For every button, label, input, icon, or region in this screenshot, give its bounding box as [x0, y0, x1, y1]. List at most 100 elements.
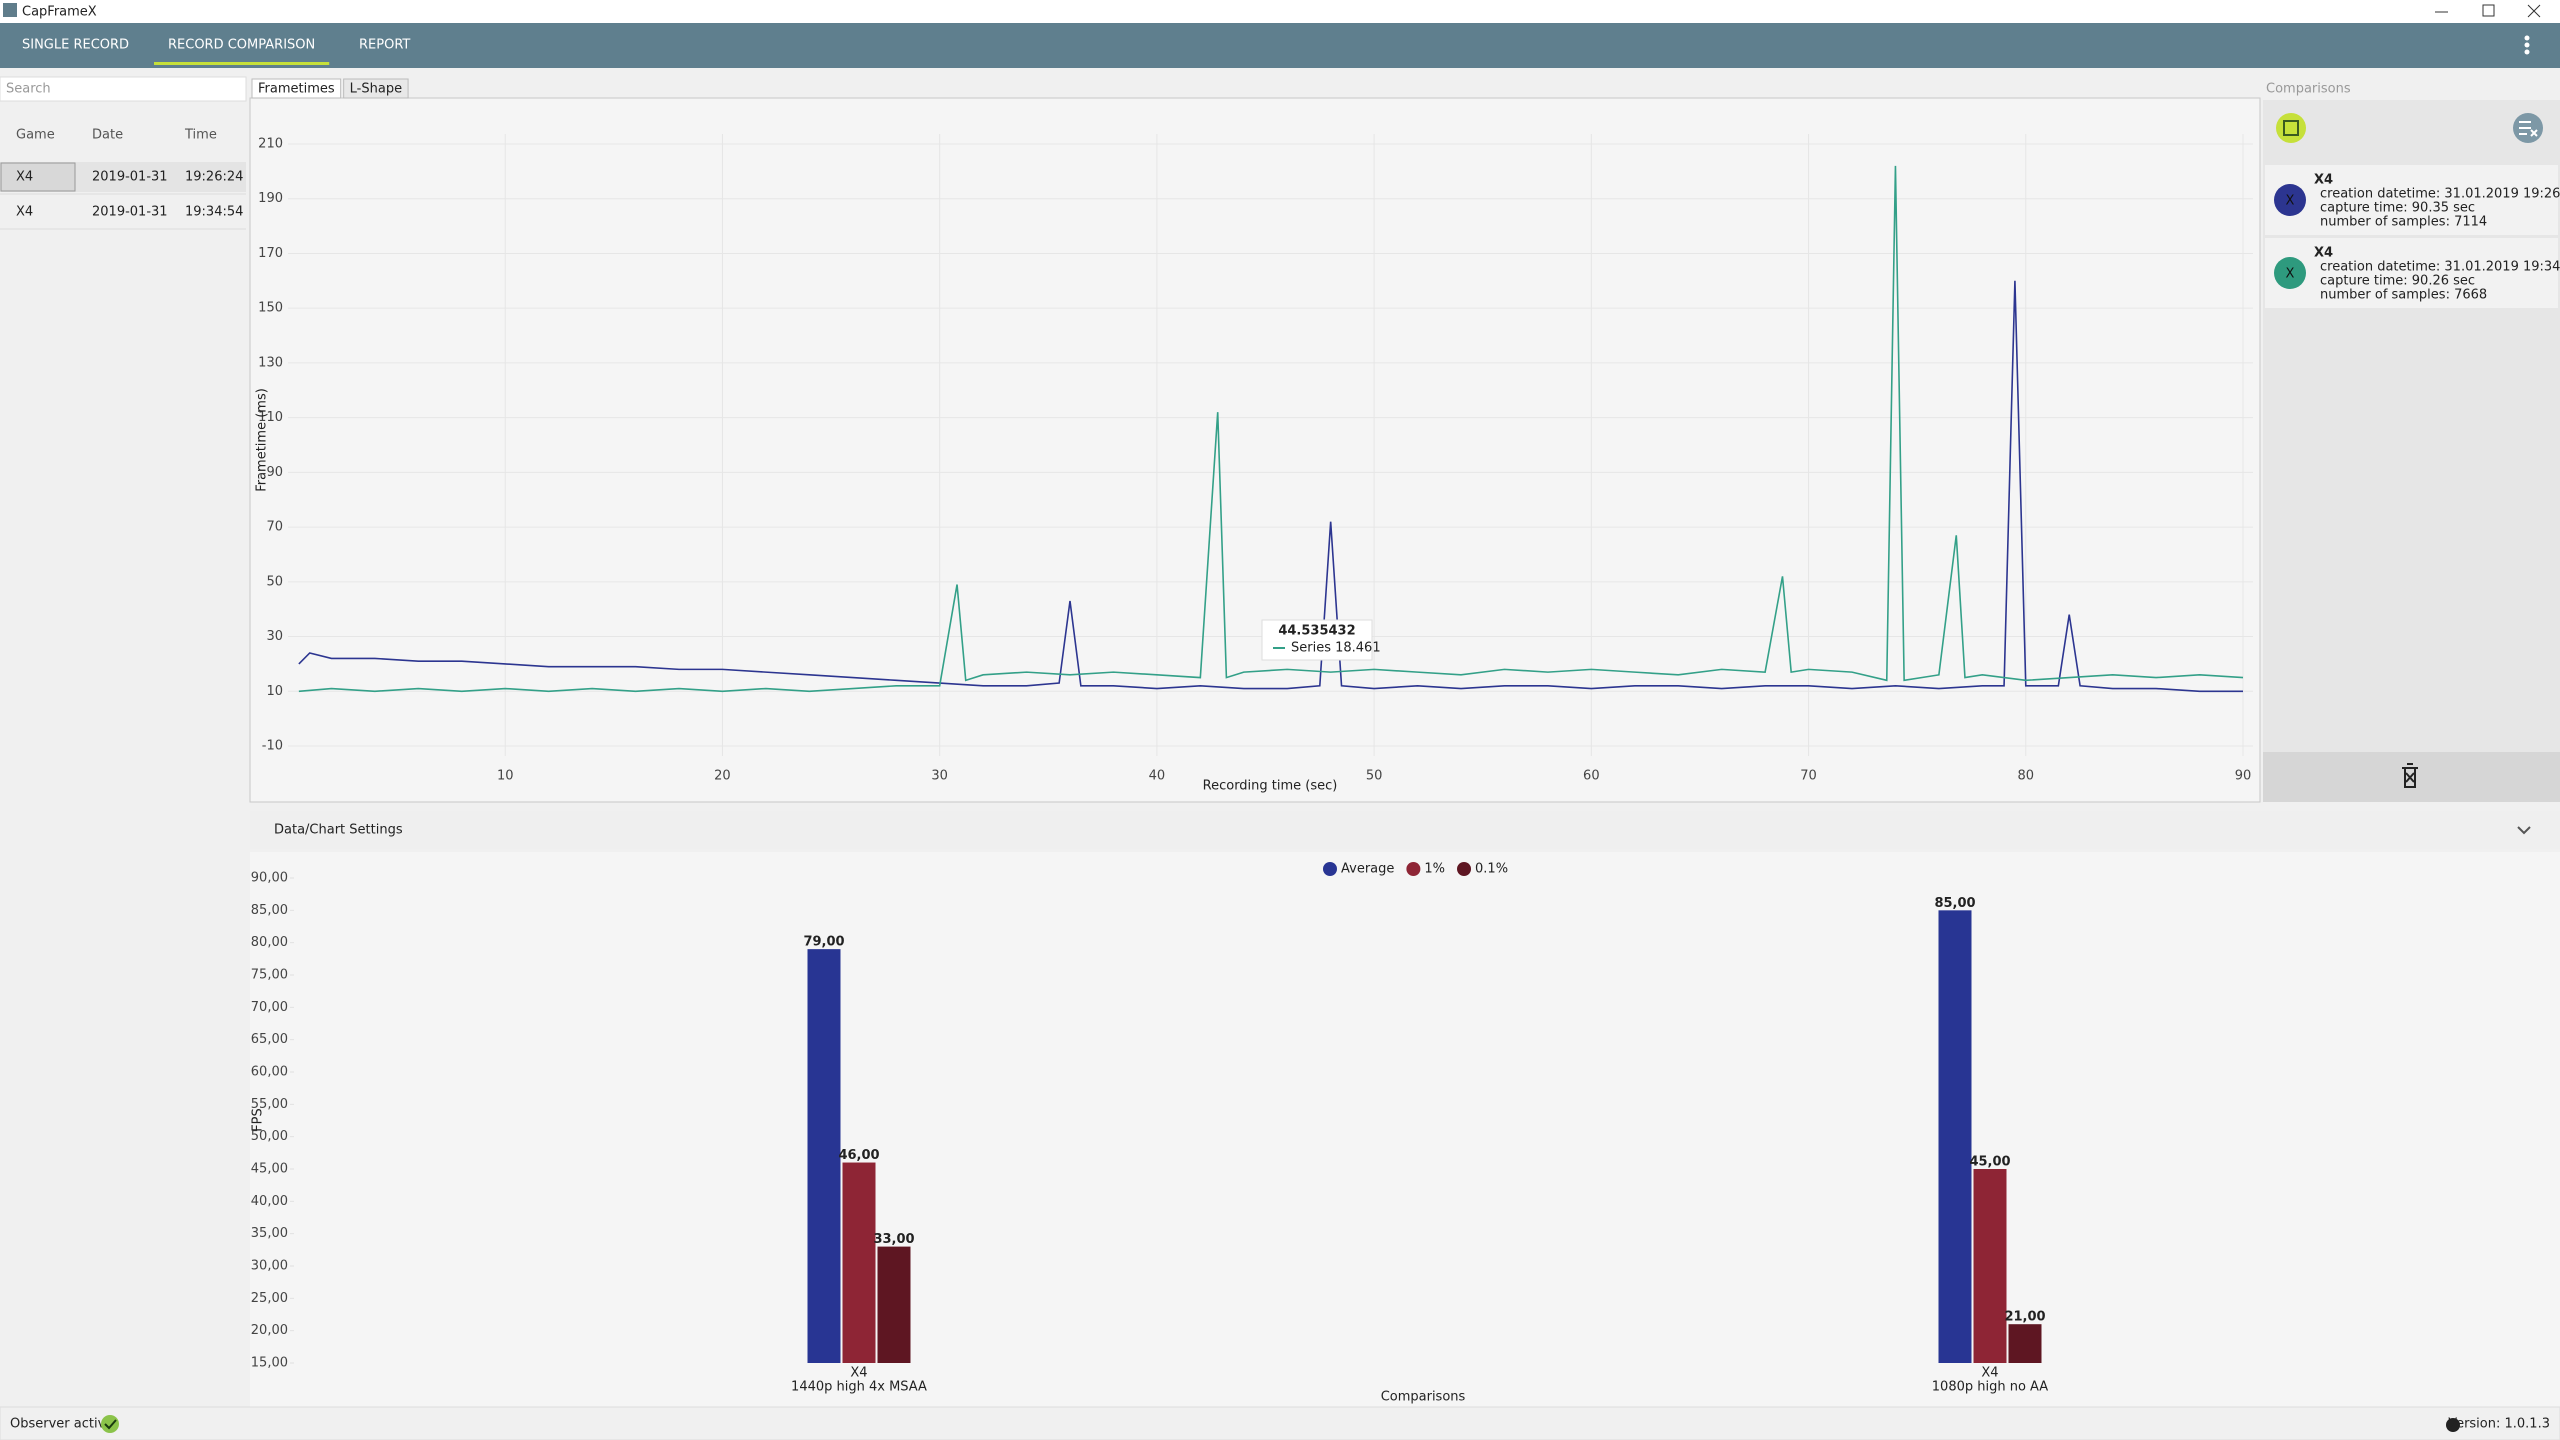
observer-icon [101, 1415, 119, 1433]
search-box[interactable] [0, 76, 247, 102]
category-label: X4 [850, 1366, 867, 1381]
comparison-item[interactable] [2265, 238, 2558, 308]
y-tick-label: 85,00 [251, 903, 288, 918]
bar-value-label: 21,00 [2004, 1310, 2045, 1325]
app-icon [3, 3, 17, 17]
y-tick-label: -10 [262, 739, 283, 754]
comparison-detail: number of samples: 7668 [2320, 288, 2487, 303]
frametime-line [298, 280, 2243, 693]
comparison-game: X4 [2314, 246, 2333, 261]
comparison-detail: creation datetime: 31.01.2019 19:26:24 [2320, 187, 2560, 202]
y-tick-label: 70 [266, 520, 283, 535]
y-tick-label: 110 [258, 410, 283, 425]
category-label: X4 [1981, 1366, 1998, 1381]
bar [1973, 1169, 2007, 1363]
nav-tab[interactable]: REPORT [359, 38, 410, 53]
legend-swatch [1323, 862, 1337, 876]
nav-tab[interactable]: RECORD COMPARISON [168, 38, 315, 53]
y-tick-label: 25,00 [251, 1291, 288, 1306]
legend-swatch [1457, 862, 1472, 876]
avatar-letter: X [2286, 194, 2295, 209]
bar [2008, 1324, 2042, 1363]
tooltip-title: 44.535432 [1278, 624, 1355, 639]
y-tick-label: 210 [258, 137, 283, 152]
bar-value-label: 46,00 [838, 1148, 879, 1163]
bar [842, 1162, 876, 1363]
tooltip [1261, 619, 1373, 661]
y-tick-label: 65,00 [251, 1032, 288, 1047]
bar [877, 1246, 911, 1363]
x-tick-label: 50 [1366, 769, 1383, 784]
x-tick-label: 70 [1800, 769, 1817, 784]
comparison-detail: number of samples: 7114 [2320, 215, 2487, 230]
legend-label: 1% [1424, 862, 1445, 877]
bar [1938, 910, 1972, 1363]
table-header: Date [92, 128, 123, 143]
delete-button[interactable] [2402, 763, 2418, 788]
nav-tab[interactable]: SINGLE RECORD [22, 38, 129, 53]
y-tick-label: 45,00 [251, 1162, 288, 1177]
comparison-detail: creation datetime: 31.01.2019 19:34:54 [2320, 260, 2560, 275]
y-tick-label: 90 [266, 465, 283, 480]
y-tick-label: 10 [266, 684, 283, 699]
y-axis-label: FPS [251, 1108, 266, 1132]
version-label: Version: 1.0.1.3 [2448, 1417, 2550, 1432]
close-button[interactable] [2527, 4, 2541, 18]
y-tick-label: 80,00 [251, 935, 288, 950]
x-axis-label: Comparisons [1381, 1390, 1466, 1405]
settings-bar[interactable] [250, 811, 2560, 849]
x-tick-label: 80 [2018, 769, 2035, 784]
category-sublabel: 1440p high 4x MSAA [791, 1380, 927, 1395]
bar-chart-panel [250, 852, 2560, 1407]
table-cell[interactable]: 2019-01-31 [92, 205, 168, 220]
bar-value-label: 33,00 [873, 1232, 914, 1247]
y-tick-label: 15,00 [251, 1356, 288, 1371]
chart-tab[interactable] [251, 78, 342, 99]
nav-tab-underline [154, 62, 330, 65]
nav-bar [0, 23, 2560, 68]
menu-button[interactable] [2524, 35, 2530, 55]
expand-chevron[interactable] [2517, 826, 2531, 835]
comparison-item[interactable] [2265, 165, 2558, 235]
legend-label: Average [1341, 862, 1394, 877]
table-cell[interactable]: 19:26:24 [185, 170, 243, 185]
y-tick-label: 60,00 [251, 1065, 288, 1080]
comparison-detail: capture time: 90.26 sec [2320, 274, 2475, 289]
bar [807, 949, 841, 1363]
comparison-game: X4 [2314, 173, 2333, 188]
avatar-letter: X [2286, 267, 2295, 282]
y-tick-label: 150 [258, 301, 283, 316]
y-axis-label: Frametime (ms) [255, 388, 270, 492]
y-tick-label: 20,00 [251, 1323, 288, 1338]
check-mark [104, 1419, 117, 1430]
chart-tab-label[interactable]: Frametimes [258, 82, 335, 97]
table-cell[interactable]: X4 [16, 205, 33, 220]
table-cell[interactable]: X4 [16, 170, 33, 185]
y-tick-label: 70,00 [251, 1000, 288, 1015]
table-cell[interactable]: 2019-01-31 [92, 170, 168, 185]
bar-value-label: 45,00 [1969, 1155, 2010, 1170]
category-sublabel: 1080p high no AA [1932, 1380, 2049, 1395]
y-tick-label: 50,00 [251, 1129, 288, 1144]
table-header: Game [16, 128, 55, 143]
tooltip-text: Series 18.461 [1291, 641, 1381, 656]
comparison-detail: capture time: 90.35 sec [2320, 201, 2475, 216]
clear-icon [2519, 121, 2538, 137]
table-cell[interactable]: 19:34:54 [185, 205, 243, 220]
chart-tab-label[interactable]: L-Shape [350, 82, 402, 97]
chart-tab[interactable] [343, 78, 409, 99]
frametime-panel [249, 97, 2261, 803]
y-tick-label: 170 [258, 246, 283, 261]
add-icon [2283, 120, 2299, 136]
y-tick-label: 40,00 [251, 1194, 288, 1209]
restore-button[interactable] [2482, 4, 2495, 17]
add-comparison-button[interactable] [2276, 113, 2306, 143]
table-header: Time [184, 128, 217, 143]
y-tick-label: 50 [266, 574, 283, 589]
y-tick-label: 55,00 [251, 1097, 288, 1112]
frametime-line [298, 165, 2244, 693]
selected-cell [0, 162, 76, 192]
